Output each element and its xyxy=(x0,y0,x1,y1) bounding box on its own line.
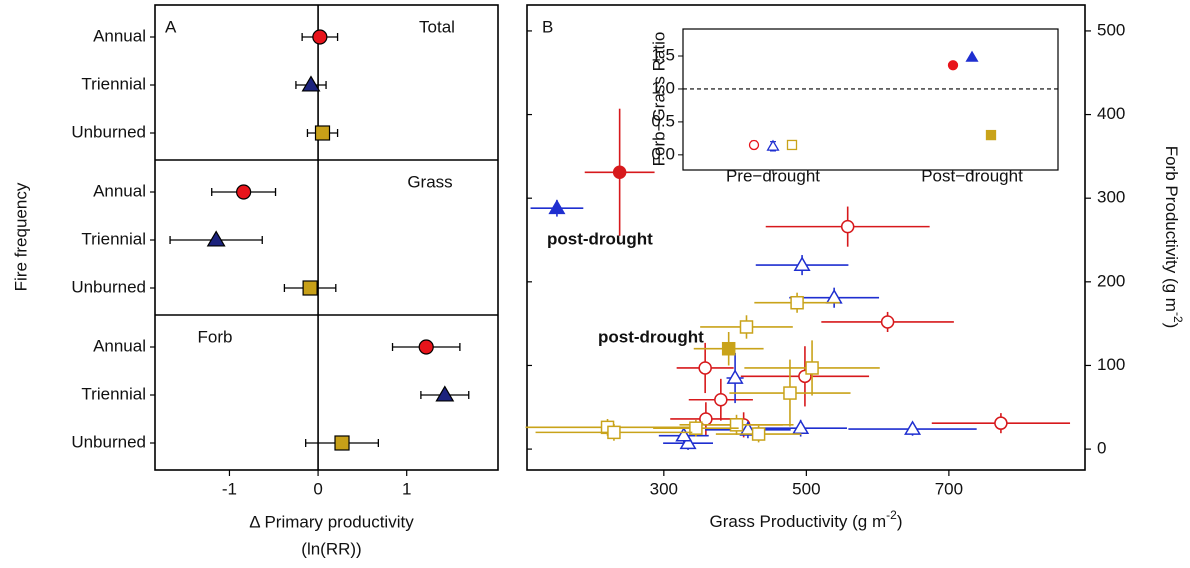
point xyxy=(805,361,819,375)
point xyxy=(985,129,997,141)
x-tick-label: -1 xyxy=(222,479,237,498)
inset-frame xyxy=(682,28,1059,171)
point xyxy=(783,386,797,400)
annotation: post-drought xyxy=(547,229,653,248)
point xyxy=(965,50,979,62)
x-axis-label: Δ Primary productivity xyxy=(249,512,414,531)
point xyxy=(726,369,744,384)
point xyxy=(334,435,350,451)
y-axis-label: Forb−Grass Ratio xyxy=(649,32,668,167)
point xyxy=(947,60,959,71)
y-tick-label: Unburned xyxy=(71,277,146,296)
point xyxy=(675,427,693,442)
y-tick-label: Annual xyxy=(93,181,146,200)
point xyxy=(314,125,331,141)
point xyxy=(739,320,754,334)
group-name: Grass xyxy=(407,172,452,191)
point xyxy=(312,29,328,45)
point xyxy=(302,280,318,296)
x-tick-label: 700 xyxy=(935,479,963,498)
y-tick-label: 0.0 xyxy=(651,144,675,163)
point xyxy=(825,289,843,304)
point xyxy=(714,392,728,407)
panel-label: A xyxy=(165,17,177,36)
y-tick-label: Annual xyxy=(93,336,146,355)
y-tick-label: Annual xyxy=(93,26,146,45)
panel-label: B xyxy=(542,17,553,36)
point xyxy=(418,339,434,355)
y-axis-label-part: -2 xyxy=(1171,312,1185,323)
y-axis-label: Forb Productivity (g m-2) xyxy=(1162,146,1185,329)
point xyxy=(612,165,627,180)
point xyxy=(880,315,895,329)
panel-a-frame xyxy=(154,4,499,471)
point xyxy=(786,139,798,151)
x-axis-label: Grass Productivity (g m-2) xyxy=(710,508,903,531)
point xyxy=(790,295,804,310)
y-tick-label: Unburned xyxy=(71,432,146,451)
y-tick-label: Triennial xyxy=(81,74,146,93)
point xyxy=(607,425,621,440)
point xyxy=(840,219,855,234)
point xyxy=(792,419,810,435)
y-tick-label: 0.5 xyxy=(651,111,675,130)
point xyxy=(739,421,757,436)
point xyxy=(994,416,1008,430)
point xyxy=(301,75,321,92)
x-axis-label: (ln(RR)) xyxy=(301,539,361,558)
x-axis-label-part: ) xyxy=(897,512,903,531)
x-tick-label: 300 xyxy=(650,479,678,498)
y-axis-label: Fire frequency xyxy=(11,182,30,291)
x-tick-label: 500 xyxy=(792,479,820,498)
group-name: Total xyxy=(419,17,455,36)
point xyxy=(206,230,226,247)
x-tick-label: Pre−drought xyxy=(726,166,820,185)
point xyxy=(236,184,252,200)
point xyxy=(793,256,811,271)
y-tick-label: 0 xyxy=(1097,439,1106,458)
y-tick-label: 1.0 xyxy=(651,78,675,97)
point xyxy=(689,421,703,435)
x-tick-label: 1 xyxy=(402,479,411,498)
y-tick-label: 300 xyxy=(1097,188,1125,207)
group-name: Forb xyxy=(198,327,233,346)
point xyxy=(729,418,744,432)
y-tick-label: 1.5 xyxy=(651,45,675,64)
point xyxy=(766,139,780,151)
x-axis-label-part: -2 xyxy=(886,508,897,522)
point xyxy=(751,427,766,441)
point xyxy=(748,139,760,151)
point xyxy=(698,361,712,375)
point xyxy=(721,341,736,356)
x-axis-label-part: Grass Productivity (g m xyxy=(710,512,887,531)
y-tick-label: Unburned xyxy=(71,122,146,141)
y-tick-label: 400 xyxy=(1097,104,1125,123)
annotation: post-drought xyxy=(598,327,704,346)
y-tick-label: Triennial xyxy=(81,384,146,403)
y-axis-label-part: ) xyxy=(1162,323,1181,329)
y-tick-label: 100 xyxy=(1097,355,1125,374)
point xyxy=(904,420,922,435)
y-axis-label-part: Forb Productivity (g m xyxy=(1162,146,1181,312)
point xyxy=(548,199,566,215)
point xyxy=(435,385,455,402)
y-tick-label: 500 xyxy=(1097,20,1125,39)
x-tick-label: 0 xyxy=(313,479,322,498)
y-tick-label: Triennial xyxy=(81,229,146,248)
x-tick-label: Post−drought xyxy=(921,166,1023,185)
y-tick-label: 200 xyxy=(1097,271,1125,290)
